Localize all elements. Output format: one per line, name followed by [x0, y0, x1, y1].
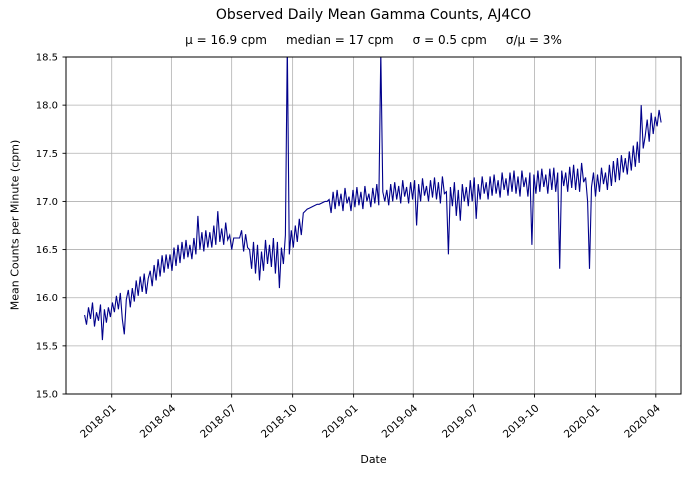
- axes-spines: [65, 56, 682, 395]
- x-tick-label: 2018-10: [259, 402, 300, 440]
- y-tick-label: 15.5: [36, 341, 58, 352]
- x-tick-label: 2018-04: [138, 402, 179, 440]
- x-tick-label: 2019-07: [440, 402, 481, 440]
- x-tick-label: 2019-01: [320, 402, 361, 440]
- x-axis-label: Date: [360, 453, 387, 466]
- x-tick-label: 2019-10: [501, 402, 542, 440]
- x-tick-label: 2020-01: [562, 402, 603, 440]
- chart-title: Observed Daily Mean Gamma Counts, AJ4CO: [215, 7, 532, 23]
- x-tick-label: 2020-04: [622, 402, 663, 440]
- x-tick-label: 2018-07: [198, 402, 239, 440]
- data-line: [84, 57, 662, 341]
- y-axis-label: Mean Counts per Minute (cpm): [8, 139, 22, 311]
- x-tick-label: 2018-01: [78, 402, 119, 440]
- y-tick-label: 17.5: [36, 149, 58, 160]
- y-tick-label: 18.0: [36, 101, 58, 112]
- y-tick-label: 17.0: [36, 197, 58, 208]
- y-tick-label: 15.0: [36, 390, 58, 401]
- y-tick-label: 18.5: [36, 53, 58, 64]
- y-tick-label: 16.5: [36, 245, 58, 256]
- x-tick-label: 2019-04: [380, 402, 421, 440]
- chart-stats-subtitle: μ = 16.9 cpm median = 17 cpm σ = 0.5 cpm…: [185, 33, 562, 47]
- y-tick-label: 16.0: [36, 293, 58, 304]
